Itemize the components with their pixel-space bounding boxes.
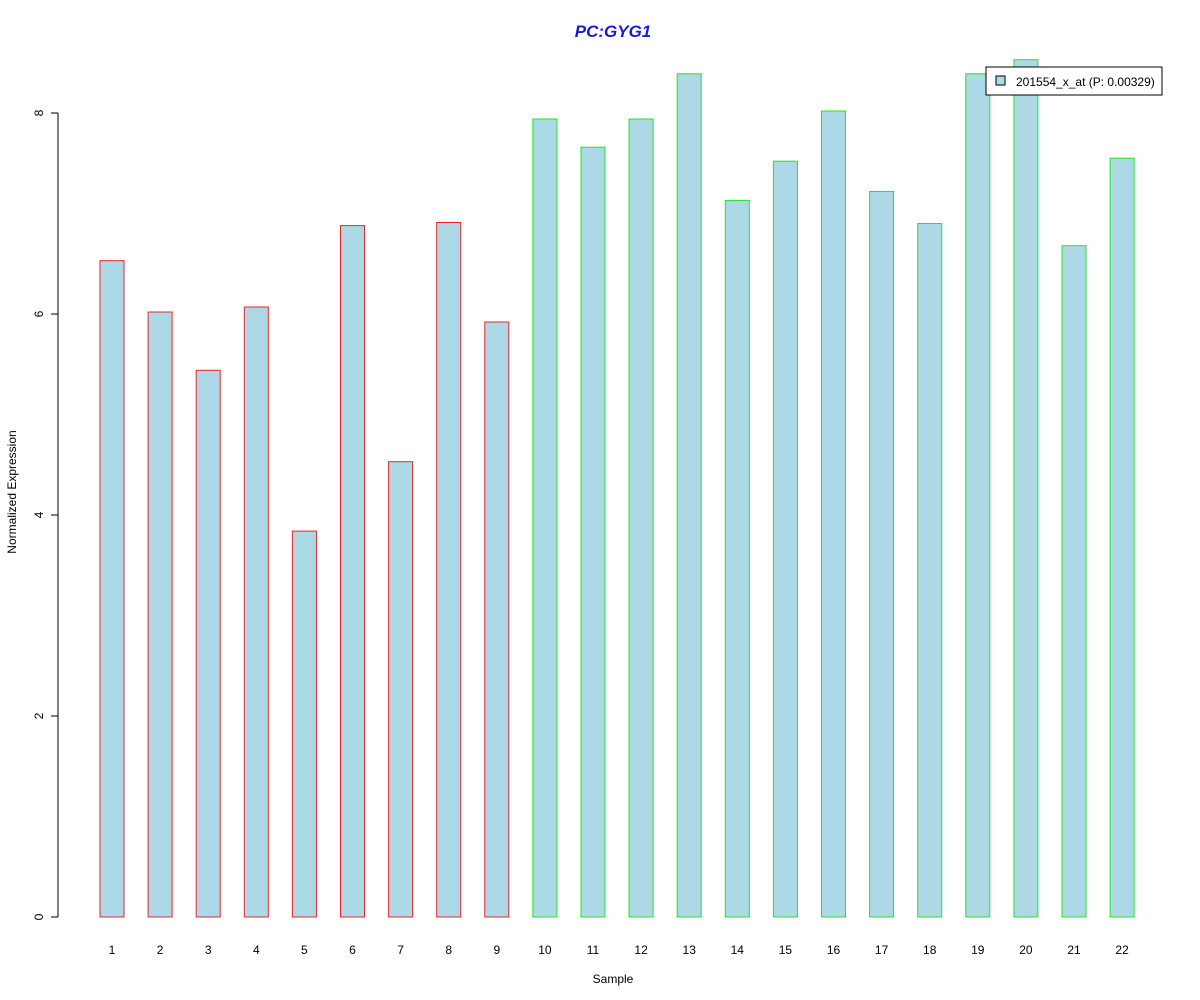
x-axis-tick-label: 20: [1019, 943, 1033, 957]
y-axis-tick-label: 4: [32, 511, 46, 518]
x-axis-tick-label: 8: [445, 943, 452, 957]
x-axis-tick-label: 15: [779, 943, 793, 957]
legend-swatch: [995, 75, 1006, 86]
x-axis-tick-label: 19: [971, 943, 985, 957]
bar-sample-21: [1061, 245, 1087, 918]
bar-sample-10: [532, 118, 558, 918]
bar-sample-5: [291, 530, 317, 918]
bar-sample-8: [436, 222, 462, 918]
x-axis-label: Sample: [593, 972, 634, 986]
x-axis-tick-label: 16: [827, 943, 841, 957]
x-axis-tick-label: 9: [493, 943, 500, 957]
y-axis-label: Normalized Expression: [5, 430, 19, 553]
bar-sample-15: [772, 160, 798, 918]
bar-sample-2: [147, 311, 173, 918]
x-axis-tick-label: 13: [683, 943, 697, 957]
chart-title: PC:GYG1: [575, 22, 652, 41]
x-axis-tick-label: 6: [349, 943, 356, 957]
bar-sample-22: [1109, 157, 1135, 918]
bars: [99, 59, 1135, 918]
x-axis-tick-label: 12: [634, 943, 648, 957]
x-axis-tick-label: 17: [875, 943, 889, 957]
x-axis-tick-label: 1: [109, 943, 116, 957]
x-axis-tick-label: 5: [301, 943, 308, 957]
bar-sample-7: [388, 461, 414, 918]
legend: 201554_x_at (P: 0.00329): [985, 66, 1163, 96]
bar-sample-1: [99, 260, 125, 918]
x-axis-tick-label: 11: [587, 943, 600, 957]
bar-sample-9: [484, 321, 510, 918]
bar-sample-4: [243, 306, 269, 918]
bar-sample-16: [821, 110, 846, 918]
legend-series-label: 201554_x_at (P: 0.00329): [1016, 75, 1155, 89]
x-axis-tick-label: 7: [397, 943, 404, 957]
bar-sample-18: [917, 223, 943, 918]
x-axis-tick-label: 14: [731, 943, 745, 957]
bar-sample-12: [628, 118, 654, 918]
legend-box: [985, 66, 1163, 96]
bar-sample-11: [580, 146, 606, 918]
x-axis-tick-label: 3: [205, 943, 212, 957]
bar-sample-14: [724, 199, 750, 918]
bar-sample-13: [676, 73, 702, 918]
x-axis-tick-labels: 1 2 3 4 5 6 7 8 9 10 11 12 13 14 15 16 17 18 19 20 21 22: [109, 943, 1129, 957]
bar-sample-20: [1013, 59, 1039, 918]
bar-sample-6: [340, 225, 365, 918]
y-axis-tick-label: 8: [32, 109, 46, 116]
x-axis-tick-label: 2: [157, 943, 164, 957]
y-axis-tick-label: 0: [32, 913, 46, 920]
y-axis-tick-label: 6: [32, 310, 46, 317]
y-axis-tick-label: 2: [32, 712, 46, 719]
x-axis-tick-label: 21: [1067, 943, 1081, 957]
x-axis-tick-label: 4: [253, 943, 260, 957]
bar-sample-19: [965, 73, 991, 918]
x-axis-tick-label: 10: [538, 943, 552, 957]
x-axis-tick-label: 22: [1115, 943, 1129, 957]
x-axis-tick-label: 18: [923, 943, 937, 957]
y-axis: 0 2 4 6 8: [32, 109, 59, 920]
bar-sample-3: [195, 369, 221, 918]
bar-sample-17: [869, 190, 895, 918]
